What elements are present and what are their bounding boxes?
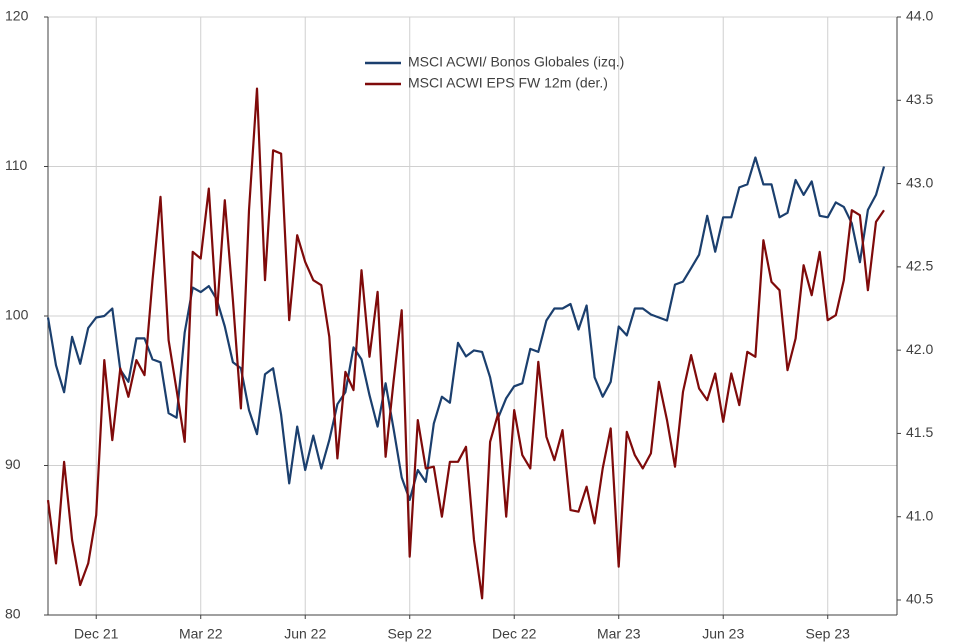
- legend-label: MSCI ACWI/ Bonos Globales (izq.): [408, 54, 624, 70]
- y2-tick-label: 42.5: [906, 258, 933, 274]
- legend-label: MSCI ACWI EPS FW 12m (der.): [408, 75, 608, 91]
- x-tick-label: Mar 23: [597, 626, 641, 642]
- x-tick-label: Sep 22: [388, 626, 433, 642]
- x-tick-label: Dec 21: [74, 626, 119, 642]
- y2-tick-label: 42.0: [906, 341, 933, 357]
- y2-tick-label: 40.5: [906, 591, 933, 607]
- series-line: [46, 87, 885, 600]
- y2-tick-label: 43.5: [906, 91, 933, 107]
- x-tick-label: Sep 23: [806, 626, 851, 642]
- series-line: [46, 156, 886, 501]
- x-tick-label: Mar 22: [179, 626, 223, 642]
- y2-tick-label: 41.5: [906, 424, 933, 440]
- y2-tick-label: 43.0: [906, 174, 933, 190]
- y-tick-label: 80: [5, 606, 21, 622]
- y2-tick-label: 41.0: [906, 507, 933, 523]
- x-tick-label: Jun 23: [702, 626, 744, 642]
- y2-tick-label: 44.0: [906, 8, 933, 24]
- x-tick-label: Dec 22: [492, 626, 537, 642]
- y-tick-label: 120: [5, 8, 29, 24]
- x-tick-label: Jun 22: [284, 626, 326, 642]
- y-tick-label: 100: [5, 307, 29, 323]
- y-tick-label: 90: [5, 456, 21, 472]
- y-tick-label: 110: [5, 157, 28, 173]
